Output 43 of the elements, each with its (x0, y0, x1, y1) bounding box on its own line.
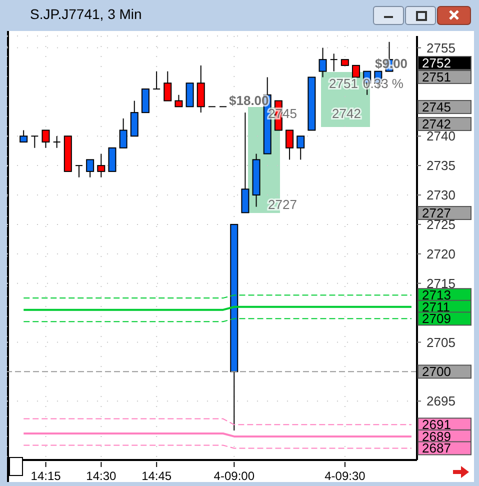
text: 2751 (422, 70, 451, 84)
text: 2745 (422, 100, 451, 114)
candlestick (86, 159, 94, 178)
ref-line-label: 2700 (422, 364, 451, 380)
x-tick-label: 14:45 (142, 469, 172, 483)
candlestick (52, 136, 61, 148)
candlestick (241, 112, 250, 214)
candlestick (164, 70, 172, 102)
candlestick (97, 153, 106, 178)
y-tick-label: 2720 (426, 246, 456, 262)
y-tick-label: 2695 (426, 394, 456, 409)
y-tick-label: 2740 (426, 128, 456, 144)
x-tick-label: 14:15 (30, 469, 62, 483)
candlestick (186, 82, 194, 108)
candlestick (130, 100, 138, 137)
annotation: 2742 (332, 106, 361, 121)
candlestick (74, 165, 83, 178)
annotation: 2745 (268, 106, 297, 121)
candlestick (352, 64, 360, 78)
candlestick (30, 136, 39, 148)
y-tick-label: 2755 (426, 40, 456, 56)
candlestick (141, 88, 150, 114)
y-tick-label: 2730 (426, 188, 456, 203)
text: 2742 (422, 116, 451, 132)
y-tick-label: 2705 (426, 334, 456, 350)
candlestick (108, 147, 116, 172)
x-tick-label: 14:30 (86, 469, 117, 483)
candlestick (174, 94, 183, 108)
chart-title: S.JP.J7741, 3 Min (30, 6, 142, 22)
candlestick (20, 130, 28, 142)
candlestick (318, 47, 327, 78)
candlestick (196, 64, 205, 114)
x-tick-label: 4-09:00 (214, 469, 255, 483)
y-tick-label: 2735 (426, 158, 456, 174)
candlestick (330, 53, 338, 72)
candlestick (286, 130, 294, 160)
candlestick (119, 118, 128, 148)
candlestick (152, 70, 161, 90)
annotation: 2751 (329, 76, 358, 91)
candlestick (42, 130, 50, 148)
candlestick (296, 136, 305, 160)
text: 2752 (422, 56, 451, 70)
x-tick-label: 4-09:30 (324, 469, 366, 483)
